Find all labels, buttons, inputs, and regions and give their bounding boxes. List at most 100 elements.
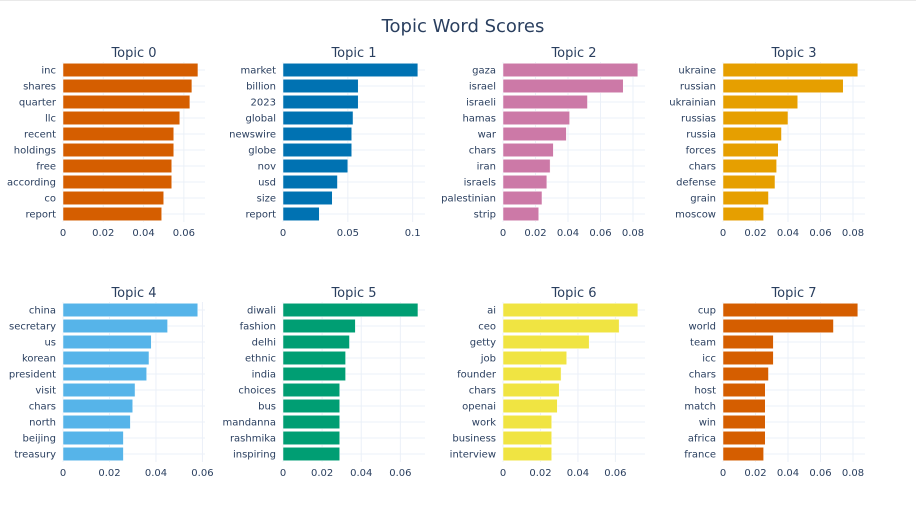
subplot-0-bar <box>62 63 199 77</box>
subplot-6-bar <box>502 367 562 381</box>
subplot-0-bar <box>62 95 191 109</box>
subplot-4-bar <box>62 431 124 445</box>
subplot-0: Topic 0 inc shares quarter llc recent holdings… <box>7 46 205 239</box>
subplot-3-bar <box>722 175 776 189</box>
subplot-2-bar <box>502 127 567 141</box>
subplot-7-bar <box>722 399 766 413</box>
subplot-7-bar <box>722 431 766 445</box>
subplot-5-bar <box>282 447 340 461</box>
subplot-4-category-label: north <box>29 418 56 429</box>
subplot-5-category-label: rashmika <box>230 434 276 445</box>
subplot-7-category-label: africa <box>688 434 716 445</box>
subplot-0-bar <box>62 143 175 157</box>
subplot-6-bar <box>502 415 552 429</box>
subplot-5-x-tick-label: 0.04 <box>350 468 372 479</box>
subplot-1-x-tick-label: 0.05 <box>337 228 359 239</box>
subplot-0-category-label: holdings <box>14 146 56 157</box>
subplot-6-bar <box>502 303 639 317</box>
subplot-3-category-label: defense <box>676 178 716 189</box>
subplot-5-category-label: ethnic <box>245 354 276 365</box>
subplot-4-x-tick-label: 0.02 <box>98 468 120 479</box>
subplot-0-bar <box>62 127 175 141</box>
subplot-7-bar <box>722 303 859 317</box>
subplot-2-x-tick-label: 0.08 <box>622 228 644 239</box>
subplot-5-title: Topic 5 <box>330 286 376 301</box>
subplot-4-bar <box>62 319 168 333</box>
subplot-4-category-label: visit <box>35 386 56 397</box>
subplot-4-category-label: us <box>44 338 56 349</box>
subplot-2-category-label: chars <box>469 146 496 157</box>
subplot-3-category-label: ukrainian <box>669 98 716 109</box>
subplot-5-category-label: choices <box>238 386 276 397</box>
subplot-0-bar <box>62 159 173 173</box>
subplot-3-category-label: russian <box>680 82 716 93</box>
subplot-2-category-label: gaza <box>472 66 496 77</box>
subplot-7-x-tick-label: 0.02 <box>744 468 766 479</box>
subplot-2-bar <box>502 191 543 205</box>
subplot-5-bar <box>282 303 419 317</box>
subplot-0-category-label: according <box>7 178 56 189</box>
subplot-3-x-tick-label: 0 <box>720 228 726 239</box>
subplot-1-category-label: 2023 <box>251 98 276 109</box>
subplot-1-bar <box>282 143 352 157</box>
subplot-0-category-label: free <box>36 162 56 173</box>
subplot-2-bar <box>502 175 548 189</box>
subplot-7-x-tick-label: 0.08 <box>842 468 864 479</box>
subplot-7-bar <box>722 335 774 349</box>
subplot-3-category-label: grain <box>690 194 716 205</box>
subplot-7-bar <box>722 415 766 429</box>
subplot-6-category-label: business <box>452 434 496 445</box>
subplot-4-bar <box>62 303 199 317</box>
subplot-5-category-label: bus <box>258 402 276 413</box>
subplot-2-category-label: iran <box>477 162 496 173</box>
subplot-6-bar <box>502 447 552 461</box>
subplot-3-x-tick-label: 0.06 <box>809 228 831 239</box>
subplot-6-x-tick-label: 0 <box>500 468 506 479</box>
top-border <box>0 0 916 1</box>
subplot-5-category-label: delhi <box>252 338 276 349</box>
subplot-2-x-tick-label: 0 <box>500 228 506 239</box>
subplot-3-bar <box>722 79 844 93</box>
subplot-3-category-label: ukraine <box>678 66 716 77</box>
subplot-2-category-label: war <box>478 130 497 141</box>
subplot-5-x-tick-label: 0.02 <box>311 468 333 479</box>
subplot-3-bar <box>722 191 769 205</box>
subplot-6-bar <box>502 351 567 365</box>
subplot-5-category-label: inspiring <box>233 450 276 461</box>
subplot-5-category-label: diwali <box>247 306 276 317</box>
subplot-3-bar <box>722 159 777 173</box>
subplot-1-bar <box>282 159 349 173</box>
subplot-2-title: Topic 2 <box>550 46 596 61</box>
subplot-7-bar <box>722 367 769 381</box>
subplot-2-category-label: strip <box>474 210 496 221</box>
subplot-4-x-tick-label: 0 <box>60 468 66 479</box>
subplot-0-bar <box>62 207 162 221</box>
subplot-5-x-tick-label: 0.06 <box>389 468 411 479</box>
subplot-0-category-label: llc <box>45 114 56 125</box>
subplot-4-bar <box>62 399 133 413</box>
subplot-1-x-tick-label: 0 <box>280 228 286 239</box>
subplot-2-bar <box>502 111 570 125</box>
subplot-2-x-tick-label: 0.02 <box>524 228 546 239</box>
subplot-0-bar <box>62 175 173 189</box>
subplot-1-category-label: billion <box>246 82 276 93</box>
subplot-0-x-tick-label: 0.04 <box>132 228 154 239</box>
subplot-1-bar <box>282 207 320 221</box>
subplot-1-bar <box>282 175 338 189</box>
subplot-3-bar <box>722 127 782 141</box>
subplot-7-title: Topic 7 <box>770 286 816 301</box>
subplot-0-category-label: quarter <box>19 98 57 109</box>
subplot-1-category-label: size <box>257 194 276 205</box>
subplot-6-category-label: openai <box>462 402 496 413</box>
subplot-7-x-tick-label: 0.06 <box>809 468 831 479</box>
subplot-2-bar <box>502 159 551 173</box>
subplot-6-x-tick-label: 0.02 <box>529 468 551 479</box>
subplot-4-x-tick-label: 0.06 <box>191 468 213 479</box>
subplot-4-x-tick-label: 0.04 <box>145 468 167 479</box>
subplot-5-category-label: fashion <box>240 322 276 333</box>
subplot-4-bar <box>62 383 136 397</box>
subplot-1-category-label: global <box>246 114 277 125</box>
subplot-2-x-tick-label: 0.06 <box>589 228 611 239</box>
